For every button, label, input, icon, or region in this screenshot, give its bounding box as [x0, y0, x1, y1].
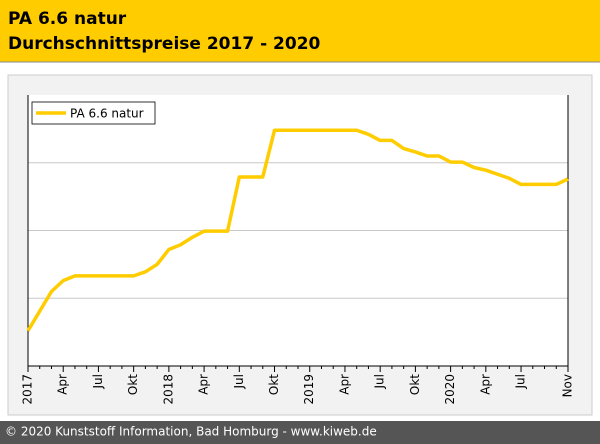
chart-subtitle: Durchschnittspreise 2017 - 2020: [8, 34, 321, 54]
x-tick-label: Apr: [197, 374, 211, 395]
x-tick-label: Jul: [514, 374, 528, 389]
x-tick-label: Okt: [126, 374, 140, 395]
legend-label: PA 6.6 natur: [70, 107, 144, 121]
chart-title: PA 6.6 natur: [8, 9, 127, 29]
legend-box: [31, 101, 156, 125]
x-tick-label: Jul: [373, 374, 387, 389]
x-tick-label: Jul: [232, 374, 246, 389]
x-tick-label: Okt: [408, 374, 422, 395]
footer: [0, 421, 600, 444]
line: [26, 128, 569, 332]
header: [0, 0, 600, 62]
x-tick-label: 2017: [21, 374, 35, 405]
x-tick-label: 2019: [302, 374, 316, 405]
x-tick-label: Jul: [91, 374, 105, 389]
x-tick-label: Okt: [267, 374, 281, 395]
x-tick-label: 2020: [443, 374, 457, 405]
x-tick-label: Nov: [561, 374, 575, 397]
x-tick-label: Apr: [337, 374, 351, 395]
x-tick-label: Apr: [56, 374, 70, 395]
footer-text: © 2020 Kunststoff Information, Bad Hombu…: [5, 425, 377, 439]
x-tick-label: 2018: [161, 374, 175, 405]
x-tick-label: Apr: [478, 374, 492, 395]
